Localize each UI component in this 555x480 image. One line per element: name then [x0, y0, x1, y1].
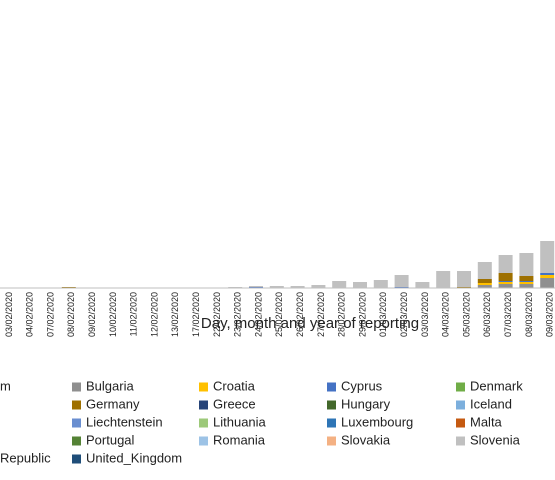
- legend-swatch: [327, 418, 336, 428]
- legend-swatch: [327, 382, 336, 392]
- bar-segment: [519, 276, 534, 281]
- legend-swatch: [327, 436, 336, 446]
- legend-swatch: [199, 436, 208, 446]
- x-tick-label: 04/02/2020: [25, 292, 35, 337]
- legend-label: Iceland: [470, 396, 512, 411]
- x-tick-label: 02/03/2020: [399, 292, 409, 337]
- legend-label: Malta: [470, 414, 503, 429]
- x-tick-label: 11/02/2020: [129, 292, 139, 336]
- legend-label: Romania: [213, 432, 266, 447]
- bar-segment: [540, 241, 555, 273]
- legend-label: United_Kingdom: [86, 450, 182, 465]
- x-tick-label: 01/03/2020: [378, 292, 388, 337]
- x-tick-label: 10/02/2020: [108, 292, 118, 337]
- bar-segment: [353, 282, 367, 288]
- x-tick-label: 06/03/2020: [482, 292, 492, 337]
- x-tick-label: 05/03/2020: [461, 292, 471, 337]
- x-tick-label: 03/02/2020: [4, 292, 14, 337]
- bar-segment: [498, 281, 513, 282]
- bar-segment: [519, 282, 534, 284]
- legend-label: Greece: [213, 396, 256, 411]
- legend-swatch: [456, 382, 465, 392]
- bar-segment: [498, 284, 513, 288]
- bar-segment: [540, 273, 555, 275]
- legend-label: Slovakia: [341, 432, 391, 447]
- x-tick-label: 08/03/2020: [524, 292, 534, 337]
- legend-label: m: [0, 378, 11, 393]
- legend-label: Cyprus: [341, 378, 383, 393]
- bar-segment: [249, 286, 263, 287]
- bar-segment: [519, 253, 534, 276]
- x-tick-label: 26/02/2020: [295, 292, 305, 337]
- legend-label: Luxembourg: [341, 414, 413, 429]
- bar-segment: [540, 278, 555, 288]
- legend-label: Portugal: [86, 432, 135, 447]
- bar-segment: [498, 282, 513, 284]
- x-tick-label: 22/02/2020: [212, 292, 222, 337]
- bar-segment: [477, 283, 492, 285]
- bar-segment: [477, 285, 492, 288]
- bar-segment: [269, 286, 284, 288]
- bar-segment: [290, 286, 305, 288]
- bar-segment: [477, 279, 492, 283]
- legend-swatch: [199, 400, 208, 410]
- legend-swatch: [199, 382, 208, 392]
- legend-swatch: [456, 418, 465, 428]
- bar-segment: [373, 280, 388, 288]
- x-tick-label: 08/02/2020: [66, 292, 76, 337]
- x-tick-label: 17/02/2020: [191, 292, 201, 337]
- legend-swatch: [72, 454, 81, 464]
- bar-segment: [332, 281, 347, 288]
- x-tick-label: 09/03/2020: [545, 292, 555, 337]
- legend-label: Croatia: [213, 378, 256, 393]
- x-tick-label: 25/02/2020: [274, 292, 284, 337]
- legend-label: Lithuania: [213, 414, 267, 429]
- legend-swatch: [72, 382, 81, 392]
- x-tick-label: 04/03/2020: [441, 292, 451, 337]
- legend-swatch: [72, 436, 81, 446]
- legend-label: Liechtenstein: [86, 414, 163, 429]
- x-tick-label: 09/02/2020: [87, 292, 97, 337]
- bar-segment: [519, 284, 534, 288]
- legend-label: Slovenia: [470, 432, 521, 447]
- legend-label: Germany: [86, 396, 140, 411]
- legend-label: Republic: [0, 450, 51, 465]
- x-tick-label: 28/02/2020: [337, 292, 347, 337]
- bar-segment: [519, 281, 534, 282]
- legend-swatch: [327, 400, 336, 410]
- legend-label: Bulgaria: [86, 378, 134, 393]
- x-axis-title: Day, month and year of reporting: [201, 315, 419, 332]
- bar-segment: [498, 273, 513, 281]
- x-tick-label: 24/02/2020: [253, 292, 263, 337]
- bar-segment: [436, 271, 451, 288]
- x-tick-label: 07/03/2020: [503, 292, 513, 337]
- x-tick-label: 07/02/2020: [45, 292, 55, 337]
- legend-label: Denmark: [470, 378, 523, 393]
- x-tick-label: 27/02/2020: [316, 292, 326, 337]
- bar-segment: [415, 282, 430, 288]
- bar-segment: [457, 271, 471, 287]
- legend-label: Hungary: [341, 396, 391, 411]
- bar-segment: [394, 275, 409, 287]
- bar-segment: [311, 285, 326, 288]
- x-tick-label: 23/02/2020: [233, 292, 243, 337]
- legend-swatch: [199, 418, 208, 428]
- x-tick-label: 29/02/2020: [357, 292, 367, 337]
- legend-swatch: [456, 400, 465, 410]
- bar-segment: [498, 255, 513, 273]
- legend-swatch: [456, 436, 465, 446]
- bar-segment: [477, 262, 492, 279]
- legend-swatch: [72, 400, 81, 410]
- bar-segment: [540, 275, 555, 278]
- x-tick-label: 03/03/2020: [420, 292, 430, 337]
- x-tick-label: 13/02/2020: [170, 292, 180, 337]
- legend-swatch: [72, 418, 81, 428]
- x-tick-label: 12/02/2020: [149, 292, 159, 337]
